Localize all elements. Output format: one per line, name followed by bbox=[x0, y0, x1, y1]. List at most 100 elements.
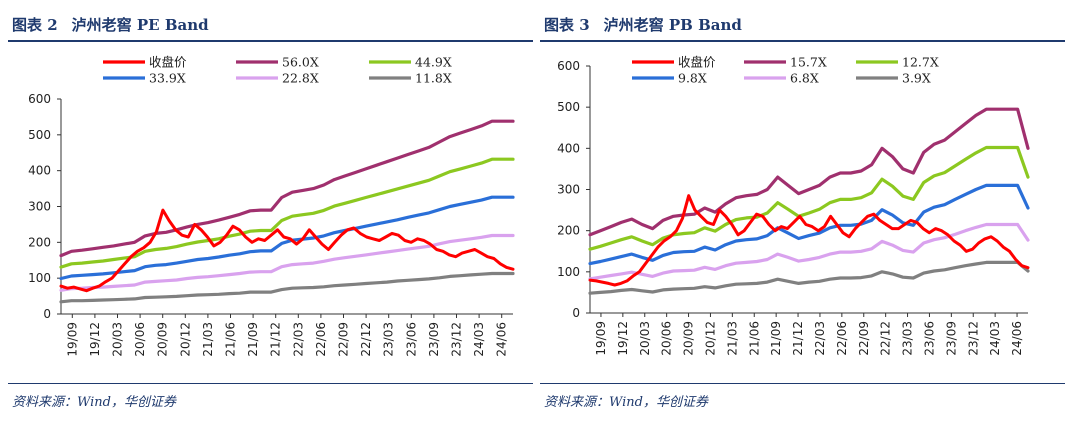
x-tick-label: 19/09 bbox=[65, 322, 79, 357]
x-tick-label: 24/03 bbox=[472, 322, 486, 357]
x-tick-label: 22/09 bbox=[337, 322, 351, 357]
series-line-33-9x bbox=[59, 195, 515, 281]
figure-title: 图表 3 泸州老窖 PB Band bbox=[544, 14, 742, 35]
series-line-9-8x bbox=[588, 183, 1030, 266]
x-tick-label: 23/03 bbox=[382, 322, 396, 357]
series-line-3-9x bbox=[588, 260, 1030, 295]
y-axis: 0 100 200 300 400 500 600 bbox=[557, 59, 591, 320]
series-line-6-8x bbox=[588, 222, 1030, 281]
legend-label: 3.9X bbox=[902, 71, 931, 86]
y-tick-label: 400 bbox=[28, 164, 51, 178]
x-tick-label: 20/12 bbox=[178, 322, 192, 357]
series-line-15-7x bbox=[588, 107, 1030, 237]
figure-label: 图表 3 bbox=[544, 16, 590, 34]
legend-item: 22.8X bbox=[236, 71, 319, 86]
title-rule bbox=[8, 40, 533, 42]
legend-label: 56.0X bbox=[282, 55, 319, 70]
x-tick-label: 20/09 bbox=[682, 321, 696, 356]
y-tick-label: 0 bbox=[43, 307, 51, 321]
series-line-12-7x bbox=[588, 145, 1030, 251]
x-tick-label: 24/06 bbox=[495, 322, 509, 357]
x-tick-label: 19/12 bbox=[616, 321, 630, 356]
legend-label: 44.9X bbox=[415, 55, 452, 70]
y-tick-label: 200 bbox=[28, 235, 51, 249]
x-tick-label: 20/03 bbox=[638, 321, 652, 356]
legend: 收盘价 15.7X 12.7X 9.8X 6.8X 3.9X bbox=[632, 55, 939, 86]
series-line-22-8x bbox=[59, 233, 515, 292]
legend-label: 12.7X bbox=[902, 55, 939, 70]
x-tick-label: 22/06 bbox=[835, 321, 849, 356]
legend-label: 22.8X bbox=[282, 71, 319, 86]
x-tick-label: 23/09 bbox=[427, 322, 441, 357]
x-tick-label: 23/12 bbox=[450, 322, 464, 357]
y-tick-label: 300 bbox=[28, 200, 51, 214]
y-tick-label: 500 bbox=[28, 128, 51, 142]
legend-label: 15.7X bbox=[790, 55, 827, 70]
x-tick-label: 22/12 bbox=[879, 321, 893, 356]
x-tick-label: 23/06 bbox=[404, 322, 418, 357]
title-rule bbox=[540, 40, 1065, 42]
figure-label: 图表 2 bbox=[12, 16, 58, 34]
x-tick-label: 21/03 bbox=[725, 321, 739, 356]
x-tick-label: 22/06 bbox=[314, 322, 328, 357]
pb-band-panel: 图表 3 泸州老窖 PB Band 0 100 200 300 400 500 600 19/0… bbox=[540, 0, 1065, 428]
legend-item: 6.8X bbox=[744, 71, 819, 86]
x-tick-label: 20/06 bbox=[133, 322, 147, 357]
legend-item: 9.8X bbox=[632, 71, 707, 86]
y-tick-label: 100 bbox=[557, 265, 580, 279]
legend-item: 3.9X bbox=[856, 71, 931, 86]
series-line-56-0x bbox=[59, 119, 515, 258]
bottom-rule bbox=[540, 383, 1065, 384]
legend-label: 33.9X bbox=[149, 71, 186, 86]
source-note: 资料来源：Wind，华创证券 bbox=[12, 395, 176, 410]
bottom-rule bbox=[8, 383, 533, 384]
legend-item: 11.8X bbox=[369, 71, 452, 86]
x-tick-label: 22/03 bbox=[813, 321, 827, 356]
x-tick-label: 22/12 bbox=[359, 322, 373, 357]
x-tick-label: 20/06 bbox=[660, 321, 674, 356]
series-line-44-9x bbox=[59, 157, 515, 269]
legend-item: 收盘价 bbox=[103, 55, 187, 70]
pe-band-chart: 0 100 200 300 400 500 600 19/09 19/12 20/03 20/06 2… bbox=[28, 55, 515, 357]
figure-title-text: 泸州老窖 PE Band bbox=[71, 16, 209, 34]
legend-item: 56.0X bbox=[236, 55, 319, 70]
x-tick-label: 21/06 bbox=[747, 321, 761, 356]
x-axis: 19/09 19/12 20/03 20/06 20/09 20/12 21/03 21/06… bbox=[590, 312, 1028, 356]
y-tick-label: 500 bbox=[557, 100, 580, 114]
legend-item: 15.7X bbox=[744, 55, 827, 70]
x-tick-label: 24/06 bbox=[1010, 321, 1024, 356]
x-axis: 19/09 19/12 20/03 20/06 20/09 20/12 21/03 21/06… bbox=[61, 313, 513, 357]
legend-item: 收盘价 bbox=[632, 55, 716, 70]
x-tick-label: 24/03 bbox=[988, 321, 1002, 356]
legend-label: 6.8X bbox=[790, 71, 819, 86]
x-tick-label: 21/09 bbox=[769, 321, 783, 356]
figure-title-text: 泸州老窖 PB Band bbox=[603, 16, 742, 34]
legend-label: 收盘价 bbox=[678, 55, 716, 70]
y-tick-label: 200 bbox=[557, 224, 580, 238]
legend-item: 33.9X bbox=[103, 71, 186, 86]
x-tick-label: 21/09 bbox=[246, 322, 260, 357]
x-tick-label: 19/12 bbox=[88, 322, 102, 357]
x-tick-label: 23/06 bbox=[922, 321, 936, 356]
x-tick-label: 21/03 bbox=[201, 322, 215, 357]
x-tick-label: 20/12 bbox=[703, 321, 717, 356]
x-tick-label: 22/09 bbox=[857, 321, 871, 356]
y-tick-label: 600 bbox=[557, 59, 580, 73]
legend-item: 44.9X bbox=[369, 55, 452, 70]
legend-item: 12.7X bbox=[856, 55, 939, 70]
pe-band-panel: 图表 2 泸州老窖 PE Band 0 100 200 300 400 500 600 19/0… bbox=[8, 0, 533, 428]
legend-label: 收盘价 bbox=[149, 55, 187, 70]
x-tick-label: 21/06 bbox=[224, 322, 238, 357]
legend: 收盘价 56.0X 44.9X 33.9X 22.8X 11.8X bbox=[103, 55, 452, 86]
x-tick-label: 19/09 bbox=[594, 321, 608, 356]
y-tick-label: 300 bbox=[557, 183, 580, 197]
legend-label: 11.8X bbox=[415, 71, 452, 86]
y-tick-label: 100 bbox=[28, 271, 51, 285]
pb-band-chart: 0 100 200 300 400 500 600 19/09 19/12 20/03 20/06 2… bbox=[557, 55, 1030, 356]
x-tick-label: 21/12 bbox=[269, 322, 283, 357]
series-line-11-8x bbox=[59, 271, 515, 304]
legend-label: 9.8X bbox=[678, 71, 707, 86]
x-tick-label: 23/09 bbox=[944, 321, 958, 356]
y-axis: 0 100 200 300 400 500 600 bbox=[28, 92, 62, 321]
x-tick-label: 23/12 bbox=[966, 321, 980, 356]
